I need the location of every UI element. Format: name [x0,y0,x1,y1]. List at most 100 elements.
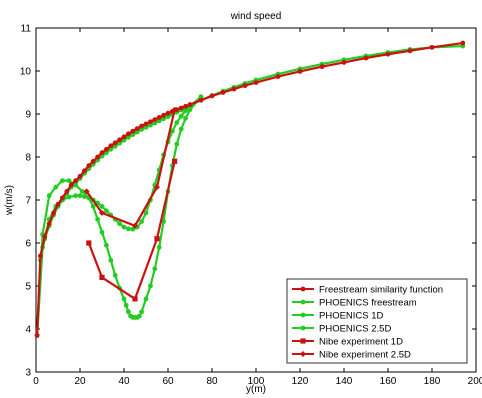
data-point [139,219,145,224]
data-point [99,274,105,280]
data-point [68,182,74,188]
series-5 [86,158,178,302]
data-point [132,296,138,302]
data-point [42,234,48,239]
data-point [82,194,87,199]
legend: Freestream similarity function PHOENICS f… [286,278,468,364]
data-point [165,110,171,116]
data-point [86,240,92,246]
x-tick-label: 180 [424,376,441,387]
x-tick-label: 40 [118,376,130,387]
data-point [174,120,180,125]
data-point [148,122,153,128]
data-point [156,118,162,124]
data-point [242,83,248,89]
legend-label: Nibe experiment 2.5D [319,349,411,360]
data-point [156,115,162,120]
y-tick-label: 9 [25,110,31,121]
data-point [51,210,56,216]
data-point [112,272,118,278]
data-point [46,193,52,199]
data-point [34,333,40,338]
x-tick-label: 20 [74,376,86,387]
legend-entry: PHOENICS freestream [292,297,417,308]
data-point [46,221,52,227]
x-tick-label: 200 [468,376,482,387]
data-point [132,222,138,229]
legend-entry: PHOENICS 2.5D [292,323,391,334]
data-point [143,210,149,216]
data-point [83,188,90,195]
data-point [104,208,109,214]
data-point [231,86,237,92]
data-point [152,266,158,272]
y-tick-label: 7 [25,196,31,207]
data-point [165,114,171,119]
x-tick-label: 100 [248,376,265,387]
x-tick-label: 0 [33,376,39,387]
data-point [183,115,189,121]
data-point [170,128,175,134]
series-line [36,95,202,336]
data-point [77,193,83,199]
legend-entry: Nibe experiment 1D [292,336,403,347]
data-point [187,102,193,107]
legend-label: PHOENICS 1D [319,310,384,321]
data-point [253,80,259,86]
data-point [297,69,303,74]
data-point [121,134,127,140]
data-point [99,150,105,156]
data-point [95,216,100,222]
data-point [143,121,149,127]
data-point [161,116,167,122]
data-point [143,296,149,302]
data-point [73,182,78,188]
y-tick-label: 10 [20,67,32,78]
data-point [117,221,122,227]
data-point [407,48,413,54]
data-point [148,119,153,125]
data-point [139,127,145,132]
data-point [117,137,122,143]
data-point [172,158,178,164]
x-tick-label: 140 [336,376,353,387]
x-tick-label: 60 [162,376,174,387]
data-point [60,178,65,184]
data-point [90,158,96,164]
data-point [143,124,149,130]
data-point [209,93,215,99]
data-point [77,173,83,179]
y-tick-label: 11 [21,24,32,35]
legend-label: Freestream similarity function [319,284,443,295]
data-point [99,229,105,235]
data-point [104,242,109,248]
data-point [66,178,72,184]
data-point [73,193,78,199]
legend-marker [300,325,306,331]
data-point [86,163,92,169]
data-point [139,123,145,129]
data-point [125,226,131,232]
data-point [99,204,105,209]
data-point [125,131,131,137]
chart-title: wind speed [230,11,282,22]
data-point [60,195,65,201]
y-tick-label: 8 [25,153,31,164]
data-point [38,253,43,259]
legend-label: Nibe experiment 1D [319,336,403,347]
data-point [112,143,118,149]
data-point [341,60,347,65]
legend-entry: Nibe experiment 2.5D [292,349,411,360]
data-point [90,204,96,209]
data-point [55,201,61,207]
legend-marker [300,351,306,357]
data-point [178,113,184,119]
legend-marker [300,299,306,305]
data-point [156,244,162,250]
legend-label: PHOENICS 2.5D [319,323,391,334]
data-point [161,112,167,118]
data-point [198,94,204,100]
data-point [104,146,109,152]
legend-entry: PHOENICS 1D [292,310,384,321]
x-axis-title: y(m) [246,384,266,395]
